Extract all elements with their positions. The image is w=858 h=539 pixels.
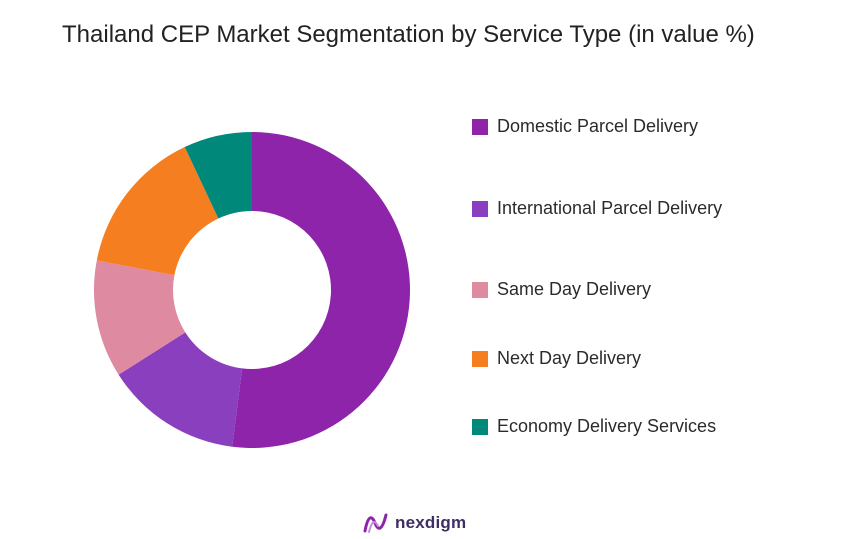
nexdigm-logo: nexdigm bbox=[362, 511, 466, 535]
legend-item: Economy Delivery Services bbox=[472, 416, 716, 437]
slice-economy-delivery-services bbox=[184, 132, 252, 219]
legend-item: Next Day Delivery bbox=[472, 348, 641, 369]
legend-swatch bbox=[472, 350, 488, 367]
legend-label: International Parcel Delivery bbox=[497, 198, 723, 218]
legend-label: Domestic Parcel Delivery bbox=[497, 116, 699, 136]
donut-slices bbox=[94, 132, 410, 448]
logo-text: nexdigm bbox=[395, 513, 467, 532]
legend-swatch bbox=[472, 200, 488, 217]
legend-item: Same Day Delivery bbox=[472, 279, 651, 300]
slice-next-day-delivery bbox=[96, 147, 219, 276]
legend-swatch bbox=[472, 418, 488, 435]
legend-label: Economy Delivery Services bbox=[497, 416, 717, 436]
nexdigm-logo-icon bbox=[363, 513, 388, 533]
legend-item: International Parcel Delivery bbox=[472, 198, 722, 219]
chart-title: Thailand CEP Market Segmentation by Serv… bbox=[62, 21, 755, 48]
legend-label: Same Day Delivery bbox=[497, 279, 652, 299]
legend-label: Next Day Delivery bbox=[497, 348, 642, 368]
slice-domestic-parcel-delivery bbox=[232, 132, 410, 448]
legend-item: Domestic Parcel Delivery bbox=[472, 116, 698, 137]
legend-swatch bbox=[472, 281, 488, 298]
legend-swatch bbox=[472, 118, 488, 135]
slice-international-parcel-delivery bbox=[118, 332, 243, 447]
slice-same-day-delivery bbox=[94, 260, 186, 375]
